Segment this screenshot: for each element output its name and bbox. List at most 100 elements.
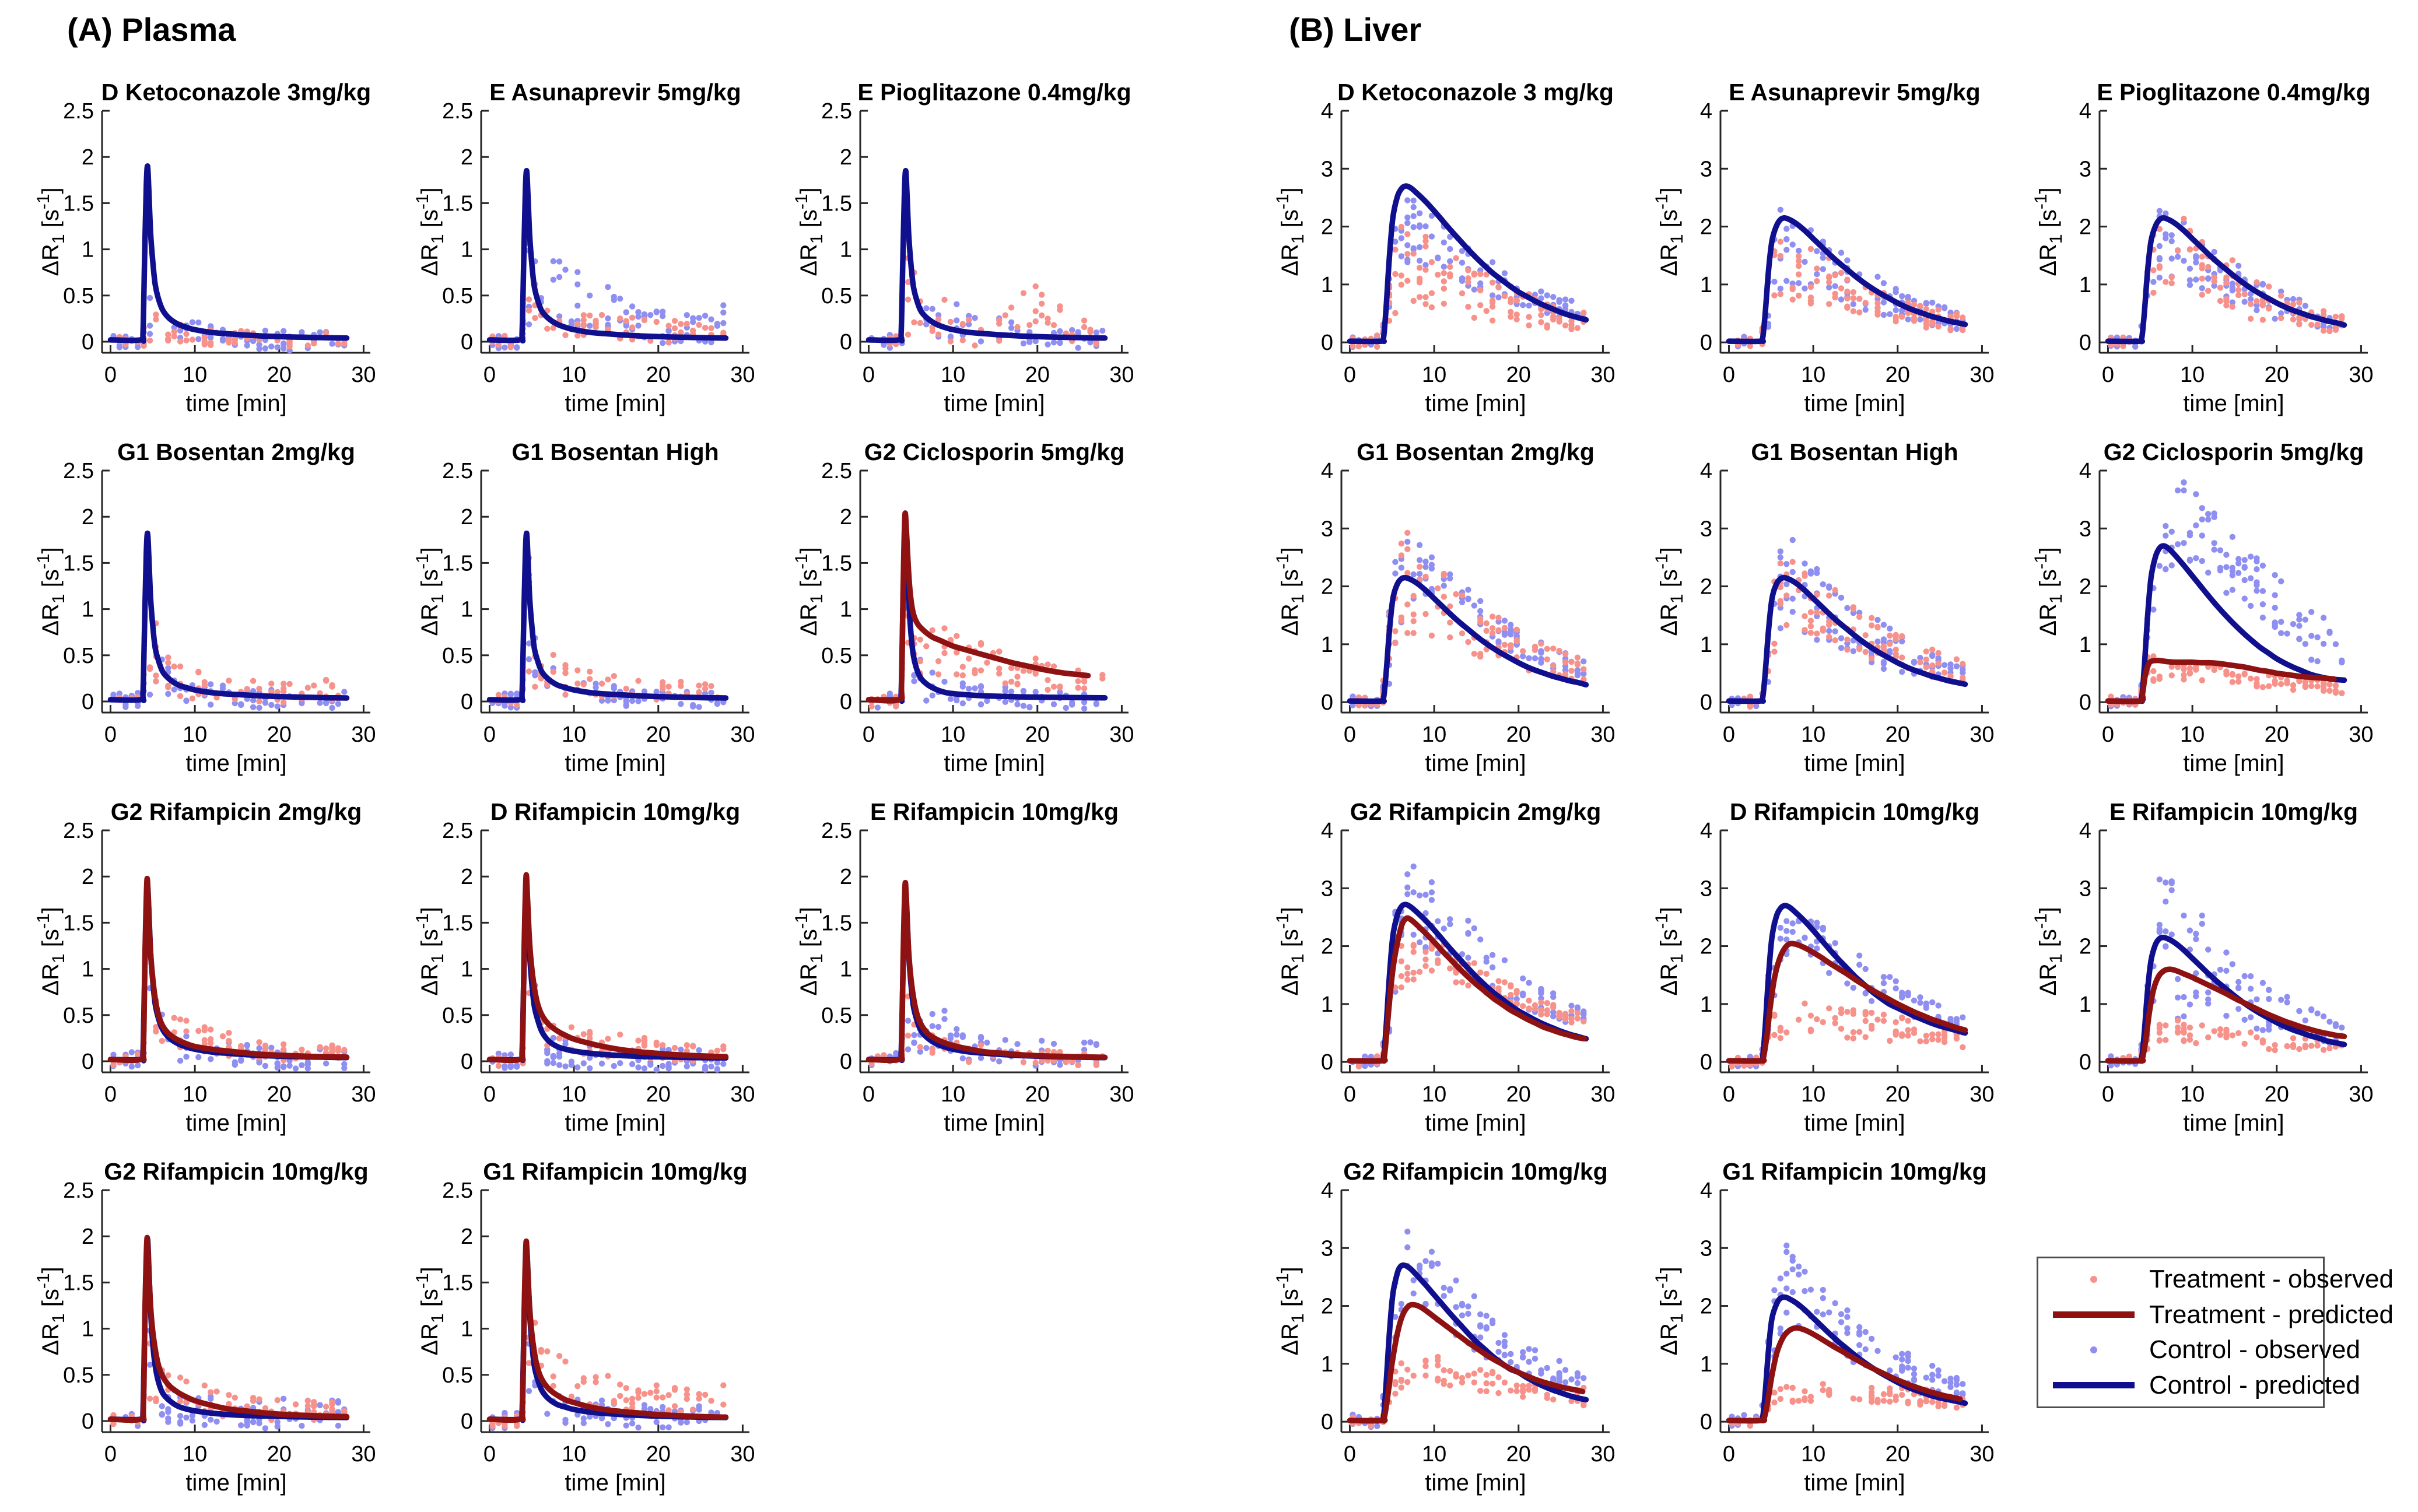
x-tick-label: 10 — [1422, 363, 1446, 387]
x-tick-label: 30 — [351, 363, 376, 387]
x-tick-label: 0 — [1723, 363, 1735, 387]
y-tick-label: 4 — [1321, 819, 1333, 843]
treatment-predicted-line — [1347, 1301, 1586, 1424]
x-tick-label: 0 — [483, 363, 496, 387]
y-tick-label: 1 — [461, 957, 473, 982]
y-tick-label: 3 — [1700, 517, 1712, 541]
y-tick-label: 2 — [82, 145, 94, 170]
y-tick-label: 1 — [840, 957, 852, 982]
subplot-title: G1 Bosentan 2mg/kg — [117, 438, 355, 465]
y-tick-label: 4 — [1321, 1178, 1333, 1203]
x-tick-label: 10 — [562, 1082, 586, 1107]
x-tick-label: 10 — [941, 722, 965, 747]
y-tick-label: 0 — [461, 330, 473, 355]
x-tick-label: 0 — [1723, 1442, 1735, 1467]
y-axis-label: ΔR1 [s-1] — [1653, 1267, 1687, 1355]
y-tick-label: 0.5 — [442, 644, 473, 668]
y-tick-label: 1 — [1321, 992, 1333, 1017]
treatment-predicted-line — [2105, 657, 2337, 704]
y-tick-label: 2.5 — [821, 459, 852, 483]
y-tick-label: 0 — [840, 330, 852, 355]
y-tick-label: 2 — [1700, 575, 1712, 599]
x-tick-label: 30 — [730, 722, 755, 747]
y-tick-label: 2 — [461, 505, 473, 529]
treatment-predicted-line — [2105, 966, 2347, 1064]
y-tick-label: 1 — [82, 1317, 94, 1342]
y-tick-label: 0.5 — [63, 284, 94, 308]
y-tick-label: 1.5 — [442, 911, 473, 935]
x-tick-label: 30 — [730, 363, 755, 387]
y-tick-label: 0 — [461, 1409, 473, 1434]
control-observed-points — [2108, 479, 2345, 710]
control-predicted-line — [1726, 215, 1968, 345]
x-tick-label: 20 — [1886, 363, 1910, 387]
x-tick-label: 30 — [1109, 722, 1134, 747]
y-tick-label: 1 — [1700, 273, 1712, 297]
control-predicted-line — [2105, 215, 2347, 345]
y-tick-label: 1.5 — [442, 551, 473, 576]
y-axis-label: ΔR1 [s-1] — [1274, 547, 1308, 636]
x-tick-label: 10 — [1801, 1082, 1825, 1107]
y-tick-label: 1 — [2079, 992, 2091, 1017]
y-tick-label: 4 — [1321, 99, 1333, 124]
x-tick-label: 30 — [2349, 722, 2373, 747]
y-axis-label: ΔR1 [s-1] — [2032, 547, 2066, 636]
subplot-title: E Pioglitazone 0.4mg/kg — [857, 79, 1131, 106]
x-axis-label: time [min] — [1425, 1110, 1526, 1136]
x-tick-label: 20 — [1506, 1082, 1531, 1107]
y-axis-label: ΔR1 [s-1] — [35, 907, 68, 995]
x-tick-label: 10 — [941, 1082, 965, 1107]
control-predicted-line — [2105, 934, 2347, 1064]
y-axis-label: ΔR1 [s-1] — [35, 1267, 68, 1355]
x-tick-label: 10 — [1422, 1442, 1446, 1467]
legend: Treatment - observed Treatment - predict… — [2037, 1257, 2394, 1408]
y-tick-label: 0 — [1321, 690, 1333, 715]
y-tick-label: 2.5 — [63, 1178, 94, 1203]
x-tick-label: 20 — [646, 1082, 671, 1107]
x-tick-label: 0 — [2102, 722, 2114, 747]
control-predicted-line — [486, 168, 729, 344]
y-tick-label: 1.5 — [442, 191, 473, 216]
subplot-a-1: D Ketoconazole 3mg/kg ΔR1 [s-1] time [min]… — [35, 58, 414, 418]
y-tick-label: 2 — [840, 145, 852, 170]
x-axis-label: time [min] — [1425, 391, 1526, 416]
x-axis-label: time [min] — [565, 1470, 665, 1496]
y-axis-label: ΔR1 [s-1] — [793, 907, 826, 995]
y-axis-label: ΔR1 [s-1] — [35, 187, 68, 276]
control-predicted-line — [107, 163, 350, 344]
x-tick-label: 20 — [1025, 1082, 1050, 1107]
legend-label: Treatment - predicted — [2149, 1300, 2394, 1329]
subplot-title: D Ketoconazole 3 mg/kg — [1337, 79, 1614, 106]
subplot-b-1: D Ketoconazole 3 mg/kg ΔR1 [s-1] time [min… — [1274, 58, 1653, 418]
x-tick-label: 0 — [1344, 363, 1356, 387]
subplot-title: D Rifampicin 10mg/kg — [1730, 798, 1979, 825]
y-tick-label: 4 — [1700, 819, 1712, 843]
y-tick-label: 2 — [82, 865, 94, 889]
y-tick-label: 3 — [1321, 517, 1333, 541]
y-tick-label: 2.5 — [821, 99, 852, 124]
y-tick-label: 0 — [1700, 690, 1712, 715]
x-tick-label: 20 — [2265, 722, 2289, 747]
y-tick-label: 1.5 — [63, 1271, 94, 1295]
x-tick-label: 0 — [2102, 1082, 2114, 1107]
y-tick-label: 4 — [2079, 459, 2091, 483]
y-axis-label: ΔR1 [s-1] — [414, 907, 447, 995]
treatment-observed-dot-icon — [2090, 1276, 2097, 1283]
y-tick-label: 0 — [82, 1050, 94, 1074]
x-tick-label: 10 — [1801, 722, 1825, 747]
x-tick-label: 0 — [863, 1082, 875, 1107]
y-axis-label: ΔR1 [s-1] — [1653, 547, 1687, 636]
y-tick-label: 3 — [1321, 1236, 1333, 1261]
x-tick-label: 30 — [1590, 722, 1615, 747]
y-tick-label: 2 — [2079, 215, 2091, 240]
treatment-observed-points — [1355, 941, 1587, 1070]
y-tick-label: 3 — [1321, 157, 1333, 181]
y-tick-label: 0 — [82, 1409, 94, 1434]
y-tick-label: 1.5 — [63, 911, 94, 935]
x-tick-label: 30 — [730, 1082, 755, 1107]
y-tick-label: 2 — [1700, 1295, 1712, 1319]
x-tick-label: 10 — [562, 363, 586, 387]
control-predicted-line — [107, 530, 350, 703]
treatment-predicted-line — [1726, 1325, 1963, 1424]
y-tick-label: 2.5 — [442, 1178, 473, 1203]
